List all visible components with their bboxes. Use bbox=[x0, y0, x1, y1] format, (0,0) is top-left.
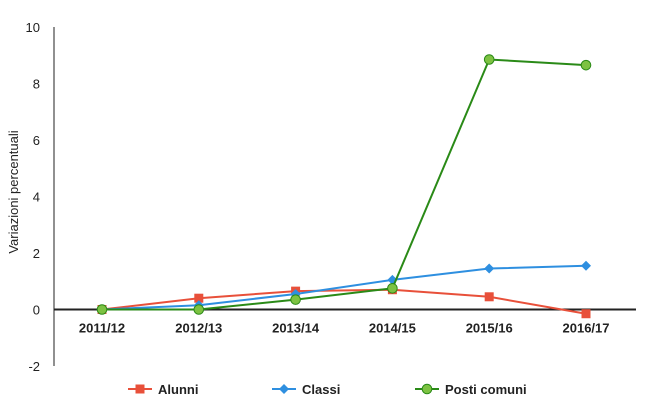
series-line bbox=[102, 58, 587, 311]
data-point bbox=[581, 260, 591, 271]
data-point bbox=[484, 292, 494, 302]
x-tick-label: 2013/14 bbox=[272, 321, 320, 336]
data-point bbox=[483, 54, 495, 65]
legend-marker bbox=[421, 383, 433, 395]
x-axis-ticks: 2011/12 2012/13 2013/14 2014/15 2015/16 2016/… bbox=[79, 321, 610, 336]
data-point bbox=[387, 283, 398, 294]
legend: Alunni Classi Posti comuni bbox=[128, 382, 527, 397]
y-tick-label: 4 bbox=[33, 190, 40, 205]
legend-marker bbox=[279, 384, 289, 394]
series-classi bbox=[97, 260, 591, 315]
legend-label: Classi bbox=[302, 382, 340, 397]
data-point bbox=[580, 59, 592, 71]
data-point bbox=[290, 294, 301, 305]
series-layer bbox=[96, 54, 592, 319]
data-point bbox=[484, 263, 495, 274]
series-line bbox=[101, 288, 587, 315]
x-tick-label: 2016/17 bbox=[563, 321, 610, 336]
series-posti-comuni bbox=[96, 54, 592, 315]
legend-marker bbox=[135, 384, 145, 394]
y-tick-label: 0 bbox=[33, 303, 40, 318]
y-tick-label: 8 bbox=[33, 77, 40, 92]
x-tick-label: 2011/12 bbox=[79, 321, 125, 336]
data-point bbox=[581, 309, 591, 319]
legend-item: Alunni bbox=[128, 382, 198, 397]
y-axis-ticks: -2 0 2 4 6 8 10 bbox=[26, 20, 40, 374]
series-alunni bbox=[97, 285, 591, 319]
data-point bbox=[96, 304, 108, 315]
y-tick-label: 10 bbox=[26, 20, 40, 35]
y-tick-label: 2 bbox=[33, 246, 40, 261]
legend-label: Alunni bbox=[158, 382, 198, 397]
series-line bbox=[101, 264, 587, 311]
data-point bbox=[193, 304, 205, 315]
data-point bbox=[194, 293, 204, 303]
x-tick-label: 2015/16 bbox=[466, 321, 513, 336]
legend-label: Posti comuni bbox=[445, 382, 527, 397]
legend-item: Posti comuni bbox=[415, 382, 527, 397]
y-tick-label: 6 bbox=[33, 133, 40, 148]
y-tick-label: -2 bbox=[28, 359, 40, 374]
x-tick-label: 2014/15 bbox=[369, 321, 416, 336]
y-axis-label: Variazioni percentuali bbox=[6, 130, 21, 253]
x-tick-label: 2012/13 bbox=[175, 321, 222, 336]
legend-item: Classi bbox=[272, 382, 340, 397]
